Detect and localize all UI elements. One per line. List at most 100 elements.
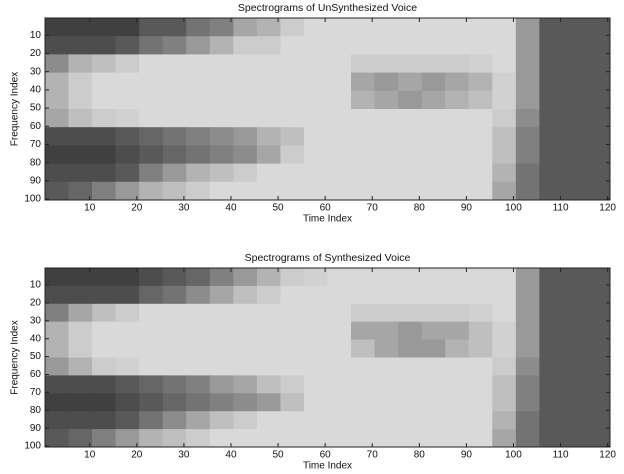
heat-cell (421, 321, 446, 341)
heat-cell (515, 109, 540, 128)
heat-cell (539, 375, 564, 394)
heat-cell (492, 54, 517, 74)
heat-cell (586, 339, 611, 358)
heat-cell (445, 375, 470, 394)
heat-cell (256, 54, 281, 74)
heat-cell (492, 181, 517, 201)
heat-cell (45, 127, 70, 146)
heat-cell (45, 429, 70, 448)
heat-cell (256, 72, 281, 92)
heat-cell (233, 357, 258, 376)
x-tick-label: 40 (225, 450, 237, 461)
heat-cell (209, 145, 234, 165)
heat-cell (539, 429, 564, 448)
heat-cell (139, 90, 164, 110)
heat-cell (421, 429, 446, 448)
heat-cell (327, 393, 352, 412)
heat-cell (562, 429, 587, 448)
heat-cell (398, 127, 423, 146)
heat-cell (351, 90, 376, 110)
heat-cell (45, 357, 70, 376)
heat-cell (256, 268, 281, 287)
heat-cell (586, 411, 611, 430)
heat-cell (92, 321, 117, 341)
heat-cell (539, 18, 564, 37)
x-tick-label: 120 (599, 450, 616, 461)
heat-cell (374, 411, 399, 430)
heat-cell (139, 411, 164, 430)
heat-cell (280, 357, 305, 376)
heat-cell (468, 145, 493, 165)
heat-cell (562, 90, 587, 110)
heat-cell (233, 127, 258, 146)
heat-cell (562, 54, 587, 74)
heat-cell (233, 36, 258, 55)
x-tick-label: 110 (553, 203, 569, 214)
y-tick-label: 90 (30, 423, 42, 434)
heat-cell (468, 181, 493, 201)
x-axis-label: Time Index (303, 214, 352, 225)
heat-cell (139, 18, 164, 37)
heat-cell (209, 285, 234, 305)
heat-cell (539, 163, 564, 183)
heat-cell (92, 90, 117, 110)
heat-cell (421, 18, 446, 37)
heat-cell (233, 375, 258, 394)
heat-cell (68, 285, 93, 305)
heat-cell (115, 411, 140, 430)
heat-cell (45, 163, 70, 183)
x-tick-label: 60 (320, 203, 332, 214)
heat-cell (209, 90, 234, 110)
heat-cell (327, 429, 352, 448)
x-tick-label: 20 (131, 450, 143, 461)
heat-cell (280, 375, 305, 394)
heat-cell (115, 72, 140, 92)
heat-cell (468, 36, 493, 55)
x-tick-label: 50 (273, 203, 285, 214)
heat-cell (398, 163, 423, 183)
heat-cell (115, 285, 140, 305)
y-tick-label: 70 (30, 387, 42, 398)
heat-cell (209, 357, 234, 376)
heat-cell (92, 145, 117, 165)
heat-cell (468, 393, 493, 412)
heat-cell (186, 72, 211, 92)
heat-cell (351, 163, 376, 183)
heat-cell (327, 321, 352, 341)
heat-cell (468, 321, 493, 341)
heat-cell (209, 36, 234, 55)
heat-cell (280, 268, 305, 287)
heat-cell (233, 90, 258, 110)
heat-cell (209, 321, 234, 341)
heat-cell (515, 18, 540, 37)
heat-cell (92, 339, 117, 358)
heat-cell (586, 90, 611, 110)
heat-cell (186, 90, 211, 110)
heat-cell (280, 393, 305, 412)
heat-cell (445, 127, 470, 146)
heat-cell (233, 411, 258, 430)
heat-cell (421, 285, 446, 305)
heat-cell (445, 339, 470, 358)
heat-cell (186, 303, 211, 323)
heat-cell (303, 163, 328, 183)
x-tick-label: 120 (599, 203, 616, 214)
heat-cell (139, 339, 164, 358)
heat-cell (351, 54, 376, 74)
heat-cell (280, 36, 305, 55)
heat-cell (351, 127, 376, 146)
heat-cell (68, 268, 93, 287)
heat-cell (233, 109, 258, 128)
heat-cell (421, 375, 446, 394)
heat-cell (68, 411, 93, 430)
heat-cell (562, 109, 587, 128)
y-tick-label: 30 (30, 315, 42, 326)
heat-cell (186, 321, 211, 341)
heat-cell (374, 127, 399, 146)
heat-cell (398, 321, 423, 341)
y-tick-label: 90 (30, 176, 42, 187)
heat-cell (374, 145, 399, 165)
x-tick-label: 100 (505, 450, 522, 461)
heat-cell (374, 36, 399, 55)
heat-cell (398, 90, 423, 110)
